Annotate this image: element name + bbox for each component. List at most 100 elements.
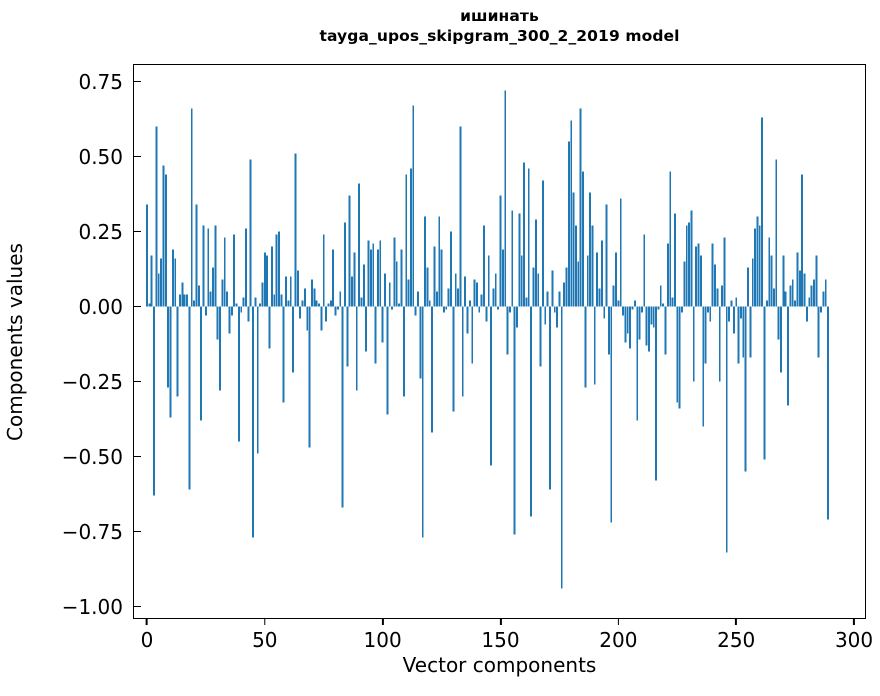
bar bbox=[789, 285, 792, 307]
bar bbox=[461, 306, 464, 397]
bar bbox=[685, 225, 688, 307]
bar bbox=[190, 108, 193, 307]
bar bbox=[409, 168, 412, 307]
bar bbox=[772, 288, 775, 307]
bar bbox=[603, 306, 606, 319]
bar bbox=[197, 285, 200, 307]
bar bbox=[546, 291, 549, 307]
bar bbox=[742, 306, 745, 358]
bar bbox=[579, 108, 582, 307]
bar bbox=[662, 303, 665, 307]
bar bbox=[311, 279, 313, 307]
x-axis-tick-mark bbox=[263, 618, 266, 625]
bar bbox=[445, 306, 448, 310]
bar bbox=[629, 306, 632, 349]
bar bbox=[735, 297, 738, 307]
bar bbox=[690, 210, 693, 307]
bar bbox=[245, 228, 247, 307]
x-axis-tick-mark bbox=[735, 618, 738, 625]
bar bbox=[652, 306, 655, 328]
bar bbox=[678, 306, 681, 409]
bar bbox=[650, 306, 653, 325]
bar bbox=[308, 306, 311, 448]
bar bbox=[450, 231, 452, 307]
bar bbox=[388, 282, 391, 307]
bar bbox=[464, 276, 467, 307]
y-axis-tick: −0.50 bbox=[62, 447, 141, 467]
bar bbox=[282, 306, 285, 403]
y-axis-tick-label: 0.00 bbox=[78, 294, 123, 319]
bar bbox=[697, 243, 700, 307]
bar bbox=[706, 306, 709, 313]
bar bbox=[572, 192, 575, 307]
bar bbox=[539, 306, 542, 367]
y-axis-tick-mark bbox=[134, 380, 141, 383]
bar bbox=[266, 255, 269, 307]
bar bbox=[610, 306, 613, 523]
y-axis-tick-mark bbox=[134, 605, 141, 608]
bar bbox=[499, 195, 502, 307]
bar bbox=[237, 306, 240, 442]
bar bbox=[574, 225, 577, 307]
bar bbox=[497, 306, 500, 310]
bar bbox=[362, 264, 365, 307]
bar bbox=[228, 306, 231, 334]
bar bbox=[322, 234, 325, 307]
bar bbox=[344, 222, 346, 307]
bar bbox=[784, 291, 787, 307]
plot-area bbox=[134, 65, 865, 618]
bar bbox=[261, 282, 264, 307]
bar bbox=[527, 168, 530, 307]
bar bbox=[398, 303, 401, 307]
bar bbox=[813, 279, 815, 307]
bar bbox=[525, 297, 528, 307]
bar bbox=[673, 213, 676, 307]
bar bbox=[164, 174, 167, 307]
bar bbox=[483, 225, 485, 307]
bar bbox=[181, 282, 184, 307]
bar bbox=[442, 306, 445, 313]
bar bbox=[567, 141, 570, 307]
bar bbox=[589, 192, 592, 307]
bar bbox=[209, 291, 212, 307]
y-axis-tick: −0.25 bbox=[62, 372, 141, 392]
bar bbox=[709, 306, 712, 322]
bar bbox=[169, 306, 172, 418]
y-axis-tick-mark bbox=[134, 80, 141, 83]
bar bbox=[787, 306, 789, 406]
bar bbox=[315, 300, 318, 307]
bar bbox=[155, 126, 158, 307]
bar bbox=[600, 240, 603, 307]
bar bbox=[433, 246, 436, 307]
bar bbox=[329, 300, 332, 307]
bar bbox=[669, 171, 672, 307]
bar bbox=[471, 306, 474, 364]
bar bbox=[351, 276, 353, 307]
bar bbox=[280, 294, 283, 307]
bar bbox=[721, 285, 723, 307]
bar bbox=[221, 279, 224, 307]
bar bbox=[827, 306, 830, 520]
bar bbox=[704, 306, 707, 364]
chart-title-word: ишинать bbox=[460, 7, 539, 25]
x-axis-tick: 250 bbox=[717, 618, 755, 650]
bar bbox=[242, 297, 245, 307]
bar bbox=[202, 225, 205, 307]
y-axis-tick-mark bbox=[134, 530, 141, 533]
bar bbox=[754, 228, 756, 307]
bar bbox=[756, 216, 759, 307]
bar bbox=[617, 300, 620, 307]
bar bbox=[478, 306, 481, 313]
bar bbox=[167, 306, 170, 388]
bar bbox=[306, 306, 309, 331]
bar bbox=[633, 300, 636, 307]
y-axis-tick: −0.75 bbox=[62, 522, 141, 542]
bar bbox=[393, 237, 396, 307]
bar bbox=[426, 267, 429, 307]
bar bbox=[739, 306, 742, 319]
bar bbox=[598, 288, 601, 307]
bar bbox=[391, 306, 394, 310]
x-axis-tick-mark bbox=[617, 618, 620, 625]
bar bbox=[530, 306, 533, 517]
bar bbox=[558, 291, 561, 307]
